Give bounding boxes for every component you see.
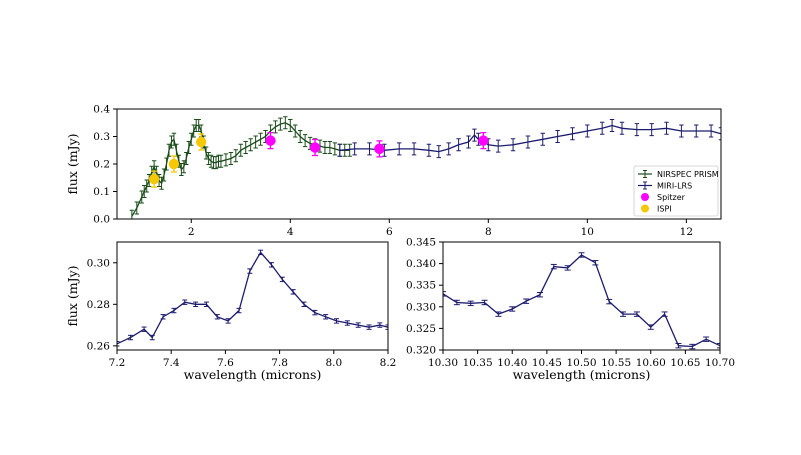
x-tick-label: 7.8 [271,357,288,369]
y-axis-label: flux (mJy) [65,133,80,194]
x-tick-label: 10.30 [428,357,458,369]
x-tick-label: 4 [287,226,294,238]
legend-label: NIRSPEC PRISM [657,170,719,179]
y-tick-label: 0.0 [93,214,110,226]
series-ispi [148,133,207,188]
x-tick-label: 10.55 [601,357,631,369]
y-tick-label: 0.3 [93,131,110,143]
x-tick-label: 10.45 [532,357,562,369]
axes-frame [442,241,721,351]
x-tick-label: 6 [386,226,393,238]
data-point [148,173,160,185]
y-tick-label: 0.26 [87,340,111,352]
top-panel: 2 4 6 8 10 12 0.0 0.1 0.2 0.3 0.4 flux (mJy) NIRSPEC… [65,104,722,238]
legend-box [633,165,719,217]
x-tick-label: 12 [680,226,693,238]
y-tick-label: 0.2 [93,159,110,171]
data-point [374,143,385,155]
x-tick-label: 10.35 [463,357,493,369]
legend: NIRSPEC PRISM MIRI-LRS Spitzer ISPI [633,165,719,217]
y-tick-label: 0.325 [406,323,436,335]
plot-area [117,249,388,347]
bottom-right-panel: 10.30 10.35 10.40 10.45 10.50 10.55 10.60 10.65… [406,237,735,383]
y-tick-label: 0.28 [87,299,110,311]
series-line-0 [443,252,720,350]
x-tick-label: 2 [188,226,195,238]
series-line [339,124,721,153]
series-spitzer [265,131,489,158]
x-tick-label: 10.70 [705,357,735,369]
series-miri-lrs [337,119,721,159]
x-tick-label: 10.40 [497,357,527,369]
data-point [195,136,207,148]
x-tick-label: 8.0 [325,357,342,369]
x-tick-label: 10.50 [566,357,596,369]
x-tick-label: 7.2 [109,357,126,369]
data-point [478,135,489,146]
series-nirspec-prism [129,116,352,219]
bottom-left-panel: 7.2 7.4 7.6 7.8 8.0 8.2 0.26 0.28 0.30 flux (mJy)… [65,241,397,382]
legend-marker [641,204,649,213]
y-tick-label: 0.345 [406,237,436,249]
x-axis-label: wavelength (microns) [513,367,651,382]
y-tick-label: 0.330 [406,301,436,313]
y-tick-label: 0.4 [93,104,110,116]
plot-area [129,116,721,219]
series-line [117,251,388,345]
y-tick-label: 0.30 [87,257,110,269]
legend-label: MIRI-LRS [657,182,692,191]
data-point [309,142,321,153]
y-tick-label: 0.320 [406,345,436,357]
plot-area [443,252,720,350]
x-axis-label: wavelength (microns) [184,367,322,382]
x-tick-label: 8.2 [380,357,397,369]
y-tick-label: 0.335 [406,280,436,292]
y-axis-label: flux (mJy) [65,265,80,326]
x-tick-label: 10.65 [670,357,700,369]
x-tick-label: 7.6 [217,357,234,369]
legend-marker [641,193,649,201]
y-tick-label: 0.340 [406,258,436,270]
data-point [265,135,276,146]
x-tick-label: 7.4 [163,357,180,369]
x-tick-label: 8 [485,226,492,238]
legend-label: Spitzer [657,193,686,202]
data-point [168,158,180,170]
x-tick-label: 10 [581,226,594,238]
x-tick-label: 10.60 [636,357,666,369]
series-line-0 [117,249,388,347]
legend-label: ISPI [657,205,672,214]
axes-frame [116,241,389,351]
y-tick-label: 0.1 [93,186,110,198]
